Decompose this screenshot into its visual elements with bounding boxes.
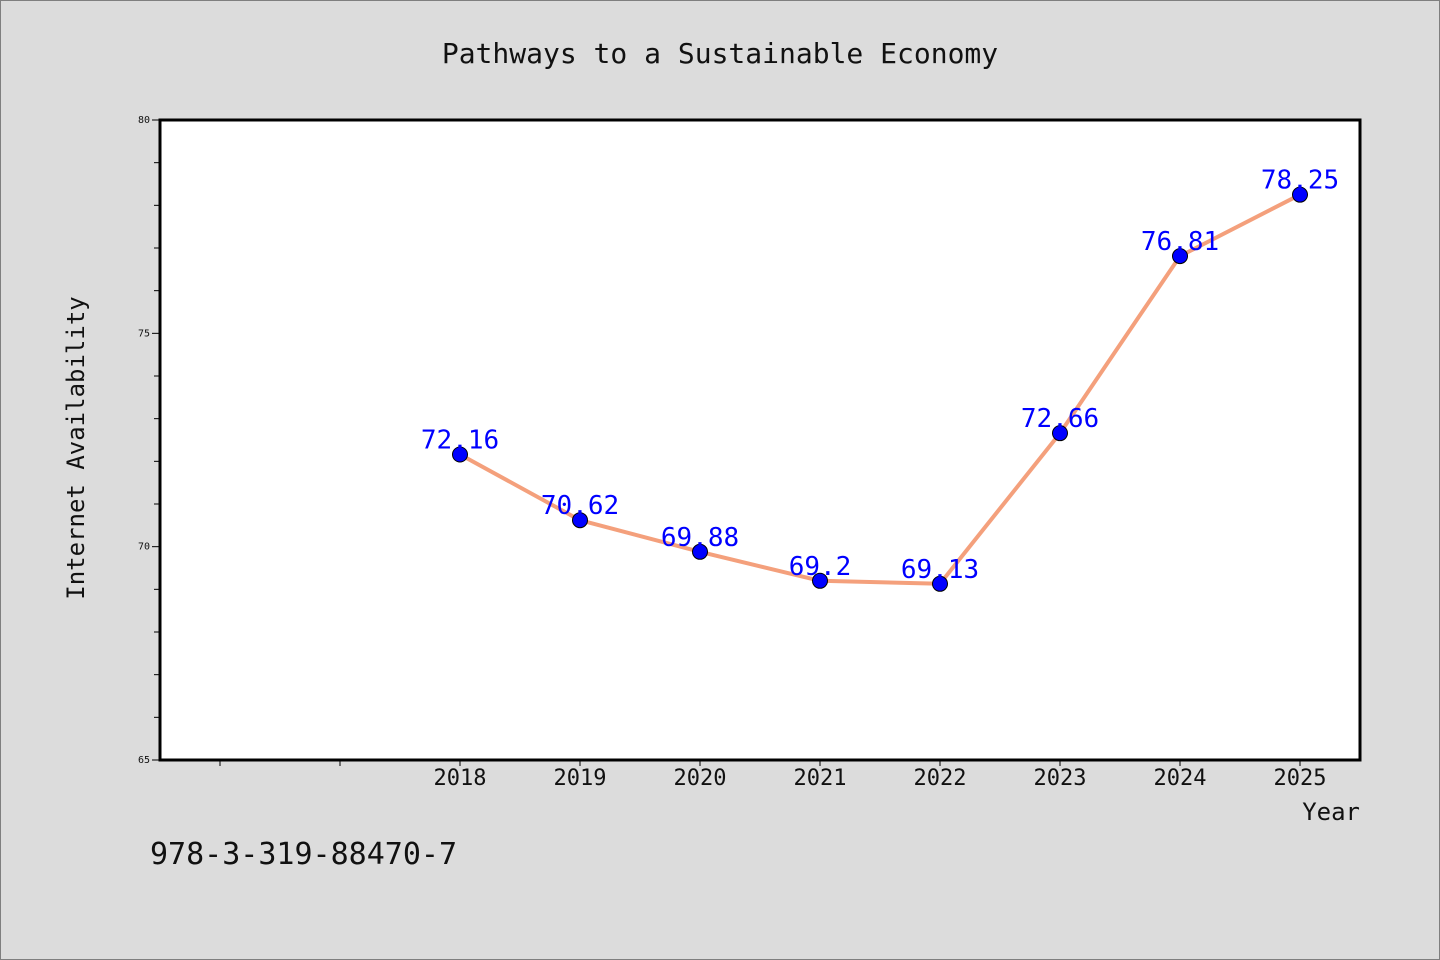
data-labels: 72.16 70.62 69.88 69.2 69.13 72.66 76.81 78.25 xyxy=(421,166,1339,585)
data-label: 70.62 xyxy=(541,491,619,521)
y-axis-ticks xyxy=(152,119,160,761)
x-tick-label: 2023 xyxy=(1034,766,1087,791)
y-tick-label: 65 xyxy=(138,755,150,766)
series-line xyxy=(459,192,1301,586)
y-tick-label: 80 xyxy=(138,115,150,126)
x-tick-label: 2024 xyxy=(1154,766,1207,791)
x-axis-ticks xyxy=(219,760,1301,766)
data-label: 69.13 xyxy=(901,555,979,585)
x-tick-label: 2018 xyxy=(434,766,487,791)
x-axis-label: Year xyxy=(1302,798,1360,826)
x-tick-label: 2025 xyxy=(1274,766,1327,791)
data-point xyxy=(452,446,468,463)
data-point xyxy=(932,575,948,592)
data-point xyxy=(572,512,588,529)
x-tick-label: 2022 xyxy=(914,766,967,791)
y-tick-label: 70 xyxy=(138,542,150,553)
data-label: 69.88 xyxy=(661,523,739,553)
series-markers xyxy=(452,186,1308,592)
x-tick-label: 2019 xyxy=(554,766,607,791)
chart-title: Pathways to a Sustainable Economy xyxy=(442,37,998,70)
isbn-annotation: 978-3-319-88470-7 xyxy=(150,837,457,872)
y-tick-label: 75 xyxy=(138,328,150,339)
data-label: 69.2 xyxy=(789,552,852,582)
data-point xyxy=(812,572,828,589)
plot-area xyxy=(158,118,1362,762)
y-axis-label: Internet Availability xyxy=(62,296,90,599)
data-label: 72.16 xyxy=(421,426,499,456)
data-label: 72.66 xyxy=(1021,404,1099,434)
x-tick-label: 2021 xyxy=(794,766,847,791)
data-point xyxy=(692,543,708,560)
data-point xyxy=(1052,425,1068,442)
x-axis-tick-labels: 2018 2019 2020 2021 2022 2023 2024 2025 xyxy=(434,766,1327,791)
x-tick-label: 2020 xyxy=(674,766,727,791)
data-point xyxy=(1292,186,1308,203)
y-axis-tick-labels: 65 70 75 80 xyxy=(138,115,150,766)
data-label: 78.25 xyxy=(1261,166,1339,196)
data-point xyxy=(1172,248,1188,265)
data-label: 76.81 xyxy=(1141,227,1219,257)
